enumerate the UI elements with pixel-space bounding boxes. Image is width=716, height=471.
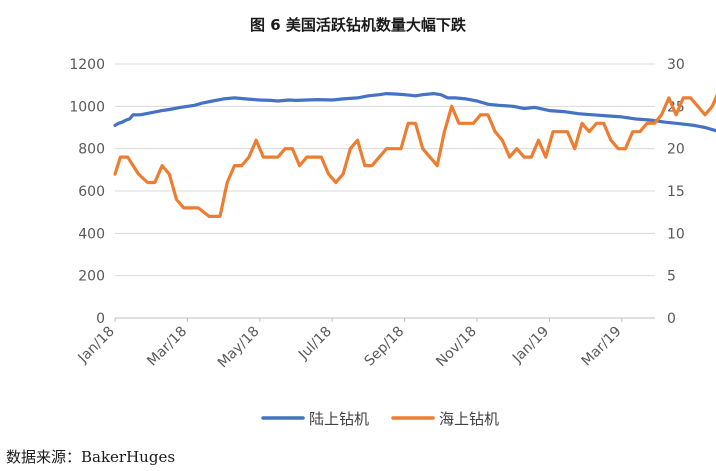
- y-left-tick-label: 0: [96, 311, 105, 327]
- series-lines: [113, 92, 716, 218]
- y-right-tick-label: 5: [667, 269, 676, 285]
- legend-label: 海上钻机: [439, 410, 499, 428]
- y-left-tick-label: 400: [78, 226, 105, 242]
- legend: 陆上钻机 海上钻机: [261, 410, 499, 428]
- y-right-tick-label: 0: [667, 311, 676, 327]
- y-right-tick-label: 20: [667, 142, 685, 158]
- y-right-tick-label: 30: [667, 57, 685, 73]
- y-left-tick-label: 600: [78, 184, 105, 200]
- x-tick-label: Jan/18: [75, 324, 118, 367]
- y-left-tick-label: 1000: [69, 99, 105, 115]
- y-left-tick-label: 200: [78, 269, 105, 285]
- series-line-onshore: [113, 92, 716, 133]
- y-left-tick-label: 1200: [69, 57, 105, 73]
- legend-label: 陆上钻机: [309, 410, 369, 428]
- x-tick-label: Jan/19: [509, 324, 552, 367]
- x-tick-label: Sep/18: [362, 324, 408, 370]
- gridlines: [115, 63, 655, 277]
- x-tick-label: Jul/18: [295, 324, 335, 364]
- y-right-tick-label: 15: [667, 184, 685, 200]
- source-note: 数据来源：BakerHuges: [6, 448, 176, 466]
- y-right-tick-label: 10: [667, 226, 685, 242]
- x-tick-label: Mar/19: [579, 324, 625, 370]
- series-line-offshore: [113, 93, 716, 218]
- x-tick-label: Mar/18: [144, 324, 190, 370]
- y-left-tick-label: 800: [78, 142, 105, 158]
- chart-title: 图 6 美国活跃钻机数量大幅下跌: [250, 16, 466, 34]
- x-tick-label: May/18: [215, 324, 263, 372]
- x-tick-label: Nov/18: [433, 324, 480, 371]
